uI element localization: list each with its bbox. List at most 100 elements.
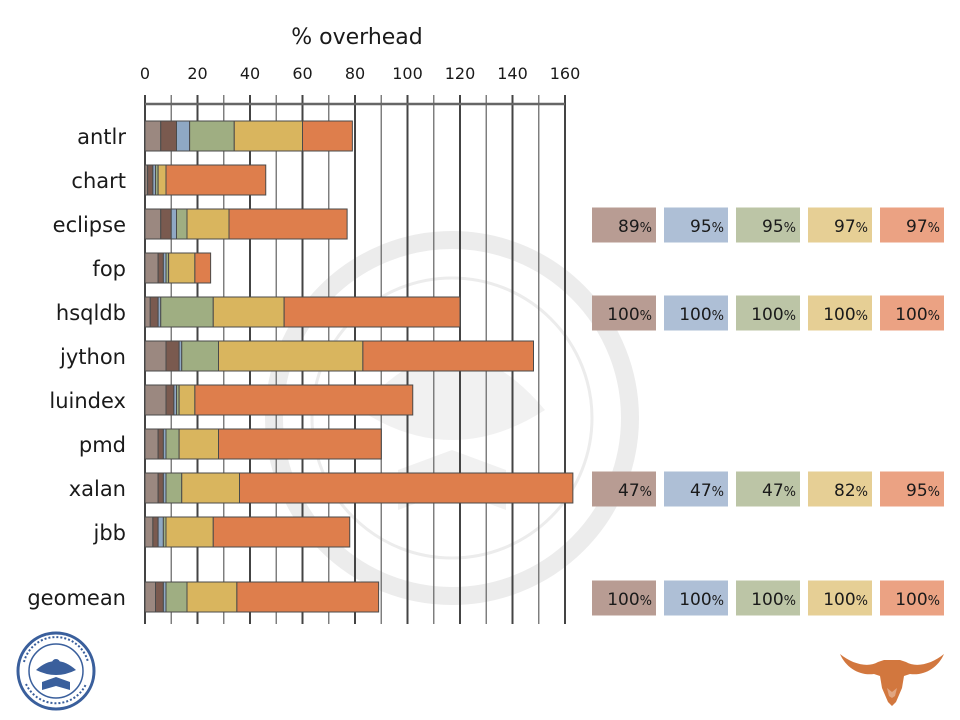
percent-cell: [664, 580, 728, 616]
percent-cell-value: 100%: [823, 590, 868, 610]
x-tick-label: 60: [292, 64, 312, 83]
bar-segment-luindex: [178, 384, 196, 416]
chart-title: % overhead: [291, 25, 423, 50]
percent-cell-value: 82%: [834, 481, 868, 501]
percent-cell: [808, 471, 872, 507]
category-labels: antlr chart eclipse fop hsqldb jython luindex p…: [27, 125, 126, 610]
percent-cell-value: 100%: [751, 590, 796, 610]
bar-segment-jbb: [212, 516, 351, 548]
percent-number: 100: [679, 590, 711, 610]
percent-cell: [808, 295, 872, 331]
percent-number: 47: [690, 481, 712, 501]
bar-segment-pmd: [165, 428, 180, 460]
percent-number: 100: [679, 305, 711, 325]
percent-cell-value: 100%: [607, 590, 652, 610]
bar-segment-eclipse: [170, 208, 177, 240]
bar-segment-pmd: [144, 428, 159, 460]
category-label: jython: [59, 345, 126, 369]
percent-sign: %: [712, 309, 724, 324]
bar-segment-antlr: [176, 120, 191, 152]
bar-segment-antlr: [144, 120, 162, 152]
percent-cell-value: 47%: [690, 481, 724, 501]
category-label: eclipse: [53, 213, 126, 237]
percent-cell-value: 100%: [679, 590, 724, 610]
bar-segment-antlr: [233, 120, 303, 152]
x-tick-label: 20: [187, 64, 207, 83]
percent-cell: [736, 295, 800, 331]
x-tick-label: 0: [140, 64, 150, 83]
bar-segment-jython: [181, 340, 219, 372]
percent-sign: %: [856, 594, 868, 609]
percent-cell: [808, 207, 872, 243]
bar-segment-luindex: [144, 384, 167, 416]
category-label: antlr: [77, 125, 126, 149]
percent-number: 95: [906, 481, 928, 501]
bar-segment-geomean: [186, 581, 238, 613]
bar-segment-pmd: [178, 428, 219, 460]
percent-number: 89: [618, 217, 640, 237]
percent-number: 97: [834, 217, 856, 237]
percent-sign: %: [712, 594, 724, 609]
percent-sign: %: [928, 485, 940, 500]
percent-cell-value: 47%: [762, 481, 796, 501]
bar-segment-pmd: [157, 428, 164, 460]
longhorn-logo: [840, 654, 944, 706]
university-seal-logo: [16, 631, 96, 711]
percent-cell-value: 97%: [834, 217, 868, 237]
percent-sign: %: [856, 309, 868, 324]
percent-cell: [592, 471, 656, 507]
percent-number: 100: [607, 590, 639, 610]
bar-segment-geomean: [144, 581, 156, 613]
bar-segment-antlr: [160, 120, 177, 152]
bar-segment-hsqldb: [160, 296, 214, 328]
bar-segment-antlr: [189, 120, 235, 152]
percent-number: 82: [834, 481, 856, 501]
bar-segment-eclipse: [144, 208, 162, 240]
percent-cell-value: 95%: [906, 481, 940, 501]
percent-number: 97: [906, 217, 928, 237]
category-label: luindex: [49, 389, 126, 413]
bar-segment-hsqldb: [212, 296, 285, 328]
percent-cell: [880, 580, 944, 616]
percent-cell-value: 95%: [690, 217, 724, 237]
category-label: xalan: [69, 477, 126, 501]
bar-segment-jbb: [157, 516, 164, 548]
bar-segment-chart: [147, 164, 154, 196]
percent-sign: %: [640, 594, 652, 609]
percent-cell-value: 47%: [618, 481, 652, 501]
percent-number: 100: [607, 305, 639, 325]
percent-cell: [880, 295, 944, 331]
x-tick-label: 140: [497, 64, 528, 83]
bar-segment-luindex: [194, 384, 414, 416]
percent-sign: %: [928, 221, 940, 236]
bar-segment-hsqldb: [283, 296, 461, 328]
percent-cell-value: 89%: [618, 217, 652, 237]
percent-number: 100: [823, 590, 855, 610]
category-label: fop: [92, 257, 126, 281]
bar-segment-fop: [194, 252, 212, 284]
percent-sign: %: [784, 309, 796, 324]
bar-segment-chart: [165, 164, 267, 196]
x-tick-label: 120: [445, 64, 476, 83]
x-tick-label: 160: [550, 64, 581, 83]
percent-sign: %: [784, 221, 796, 236]
percent-cell: [736, 207, 800, 243]
bar-segment-jython: [144, 340, 167, 372]
category-label: geomean: [27, 586, 126, 610]
bar-segment-fop: [157, 252, 164, 284]
percent-cell: [880, 207, 944, 243]
bar-segment-luindex: [165, 384, 175, 416]
category-label: hsqldb: [56, 301, 126, 325]
percent-sign: %: [640, 485, 652, 500]
percent-number: 100: [895, 590, 927, 610]
percent-cell: [664, 471, 728, 507]
bar-segment-xalan: [165, 472, 183, 504]
percent-sign: %: [712, 221, 724, 236]
percent-number: 100: [751, 590, 783, 610]
bar-segment-xalan: [239, 472, 574, 504]
percent-cell: [592, 207, 656, 243]
bar-segment-antlr: [302, 120, 353, 152]
percent-number: 95: [690, 217, 712, 237]
percent-number: 100: [751, 305, 783, 325]
